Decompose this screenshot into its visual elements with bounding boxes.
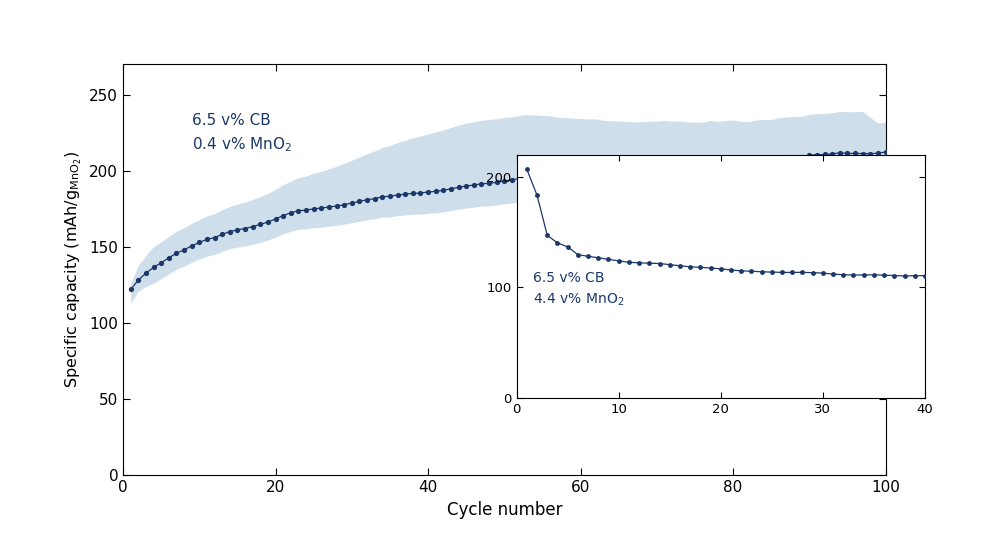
Y-axis label: Specific capacity (mAh/g$_{\mathregular{MnO_2}}$): Specific capacity (mAh/g$_{\mathregular{… — [63, 151, 84, 388]
Text: 6.5 v% CB
0.4 v% MnO$_2$: 6.5 v% CB 0.4 v% MnO$_2$ — [192, 113, 291, 154]
X-axis label: Cycle number: Cycle number — [447, 501, 562, 519]
Text: 6.5 v% CB
4.4 v% MnO$_2$: 6.5 v% CB 4.4 v% MnO$_2$ — [533, 271, 624, 308]
